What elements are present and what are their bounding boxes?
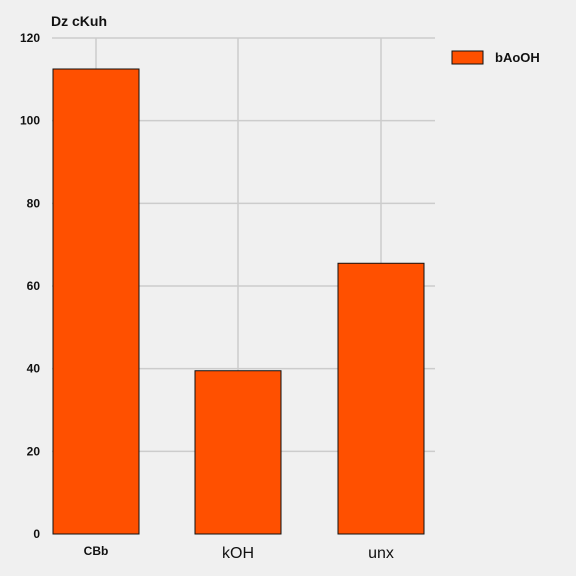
y-tick-label: 100 bbox=[20, 114, 40, 128]
chart-title: Dz cKuh bbox=[51, 13, 107, 29]
y-tick-label: 120 bbox=[20, 31, 40, 45]
y-tick-label: 0 bbox=[33, 527, 40, 541]
bar-kOH bbox=[194, 370, 282, 535]
legend-swatch bbox=[451, 50, 484, 65]
y-axis-ticks: 0 20 40 60 80 100 120 bbox=[20, 31, 40, 541]
y-tick-label: 20 bbox=[27, 444, 41, 458]
x-tick-label: unx bbox=[368, 545, 394, 562]
x-tick-label: CBb bbox=[84, 544, 109, 558]
bar-CBb bbox=[52, 68, 140, 535]
legend: bAoOH bbox=[451, 50, 540, 65]
y-tick-label: 80 bbox=[27, 196, 41, 210]
legend-label: bAoOH bbox=[495, 50, 540, 65]
x-tick-label: kOH bbox=[222, 545, 254, 562]
y-tick-label: 40 bbox=[27, 362, 41, 376]
x-axis-ticks: CBb kOH unx bbox=[84, 544, 394, 562]
bars bbox=[52, 68, 425, 535]
y-tick-label: 60 bbox=[27, 279, 41, 293]
bar-unx bbox=[337, 262, 425, 535]
